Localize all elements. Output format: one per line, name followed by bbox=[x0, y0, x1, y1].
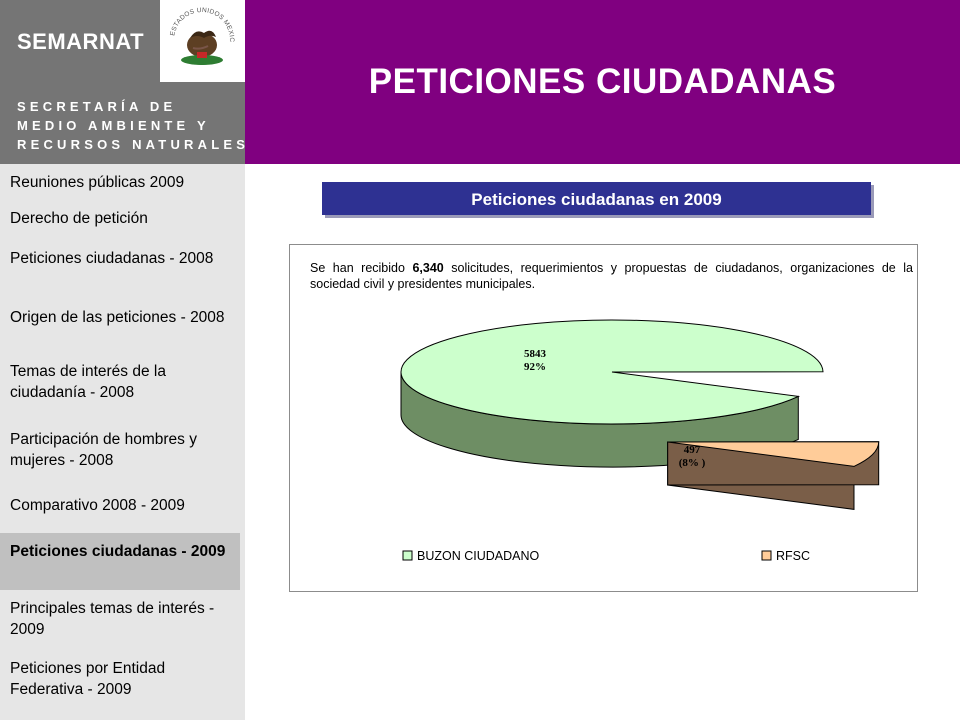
description-text: solicitudes, requerimientos y propuestas… bbox=[310, 261, 913, 291]
description-text: Se han recibido bbox=[310, 261, 413, 275]
rfsc-slice-top bbox=[667, 441, 880, 467]
seal-panel: ESTADOS UNIDOS MEXICANOS bbox=[157, 0, 245, 82]
sidebar-item-reuniones-publicas-2009[interactable]: Reuniones públicas 2009 bbox=[10, 174, 185, 191]
sidebar-item-peticiones-ciudadanas-2008[interactable]: Peticiones ciudadanas - 2008 bbox=[10, 250, 214, 267]
sidebar-active-highlight bbox=[0, 533, 240, 590]
legend-label: RFSC bbox=[776, 549, 810, 563]
legend-swatch bbox=[761, 550, 772, 561]
legend-label: BUZON CIUDADANO bbox=[417, 549, 540, 563]
sidebar-item-peticiones-ciudadanas-2009[interactable]: Peticiones ciudadanas - 2009 bbox=[10, 543, 226, 560]
mexico-seal-icon: ESTADOS UNIDOS MEXICANOS bbox=[157, 0, 235, 65]
sidebar-item-temas-interes-2008[interactable]: Temas de interés de la ciudadanía - 2008 bbox=[10, 363, 166, 401]
sidebar-item-peticiones-entidad-2009[interactable]: Peticiones por Entidad Federativa - 2009 bbox=[10, 660, 166, 698]
buzon-data-label: 5843 92% bbox=[524, 348, 547, 373]
section-title: Peticiones ciudadanas en 2009 bbox=[322, 182, 871, 215]
sidebar-nav: Reuniones públicas 2009 Derecho de petic… bbox=[0, 164, 245, 720]
brand-subtitle-panel: SECRETARÍA DE MEDIO AMBIENTE Y RECURSOS … bbox=[0, 82, 245, 164]
chart-panel: Se han recibido 6,340 solicitudes, reque… bbox=[289, 244, 918, 592]
brand-block: SEMARNAT ESTADOS UNIDOS MEXICANOS SECRET… bbox=[0, 0, 245, 164]
buzon-slice-top bbox=[400, 319, 824, 425]
brand-subtitle-line: RECURSOS NATURALES bbox=[17, 137, 250, 152]
description-total: 6,340 bbox=[412, 261, 444, 275]
sidebar-item-principales-temas-2009[interactable]: Principales temas de interés - 2009 bbox=[10, 600, 215, 638]
sidebar-item-origen-peticiones-2008[interactable]: Origen de las peticiones - 2008 bbox=[10, 309, 225, 326]
brand-name-panel: SEMARNAT bbox=[0, 0, 160, 82]
brand-subtitle-line: SECRETARÍA DE bbox=[17, 99, 177, 114]
pie-chart: 5843 92% 497 (8% ) BUZON CIUDADANO RFSC bbox=[400, 319, 880, 563]
chart-description: Se han recibido 6,340 solicitudes, reque… bbox=[310, 260, 913, 292]
sidebar-item-derecho-de-peticion[interactable]: Derecho de petición bbox=[10, 210, 148, 227]
brand-subtitle-line: MEDIO AMBIENTE Y bbox=[17, 118, 210, 133]
legend-swatch bbox=[402, 550, 413, 561]
sidebar-item-comparativo-2008-2009[interactable]: Comparativo 2008 - 2009 bbox=[10, 497, 185, 514]
page-title: PETICIONES CIUDADANAS bbox=[368, 62, 837, 101]
brand-name: SEMARNAT bbox=[17, 29, 145, 54]
rfsc-data-label: 497 (8% ) bbox=[679, 444, 706, 469]
sidebar-item-participacion-2008[interactable]: Participación de hombres y mujeres - 200… bbox=[10, 431, 197, 469]
page-header: PETICIONES CIUDADANAS bbox=[245, 0, 960, 164]
